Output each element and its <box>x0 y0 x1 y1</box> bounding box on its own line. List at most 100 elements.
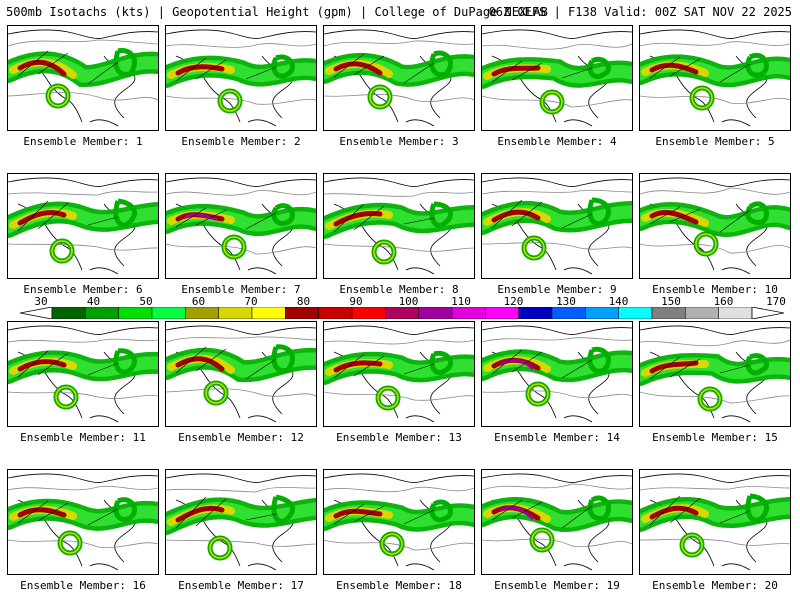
model-valid-time: 06Z GEFS | F138 Valid: 00Z SAT NOV 22 20… <box>488 5 792 19</box>
colorbar-tick-label: 150 <box>661 295 681 308</box>
ensemble-member-label: Ensemble Member: 19 <box>494 579 620 592</box>
ensemble-member-label: Ensemble Member: 3 <box>339 135 459 148</box>
ensemble-member-2-panel <box>165 25 317 131</box>
colorbar-segment <box>385 307 419 319</box>
jet-stream-map <box>640 325 790 423</box>
ensemble-member-label: Ensemble Member: 14 <box>494 431 620 444</box>
jet-stream-map <box>482 325 632 423</box>
ensemble-member-label: Ensemble Member: 4 <box>497 135 617 148</box>
colorbar-segment <box>718 307 753 319</box>
ensemble-member-label: Ensemble Member: 11 <box>20 431 146 444</box>
colorbar-segment <box>585 307 619 319</box>
ensemble-member-label: Ensemble Member: 16 <box>20 579 146 592</box>
colorbar-segment <box>618 307 653 319</box>
colorbar-tick-label: 80 <box>296 295 311 308</box>
ensemble-member-17-panel <box>165 469 317 575</box>
ensemble-member-18-panel <box>323 469 475 575</box>
colorbar-tick-label: 30 <box>34 295 48 308</box>
colorbar-tick-label: 170 <box>766 295 786 308</box>
jet-stream-map <box>324 473 474 571</box>
colorbar <box>20 307 784 319</box>
colorbar-tick-label: 60 <box>191 295 206 308</box>
jet-stream-map <box>482 29 632 127</box>
ensemble-member-13-panel <box>323 321 475 427</box>
ensemble-member-label: Ensemble Member: 8 <box>339 283 459 296</box>
ensemble-member-label: Ensemble Member: 15 <box>652 431 778 444</box>
colorbar-tick-label: 110 <box>451 295 471 308</box>
ensemble-member-7-panel <box>165 173 317 279</box>
title-bar: 500mb Isotachs (kts) | Geopotential Heig… <box>6 3 796 21</box>
ensemble-member-16-panel <box>7 469 159 575</box>
colorbar-segment <box>418 307 453 319</box>
jet-stream-map <box>640 473 790 571</box>
jet-stream-map <box>324 177 474 275</box>
jet-stream-map <box>8 325 158 423</box>
ensemble-member-5-panel <box>639 25 791 131</box>
ensemble-member-label: Ensemble Member: 9 <box>497 283 617 296</box>
colorbar-segment <box>685 307 719 319</box>
ensemble-member-15-panel <box>639 321 791 427</box>
jet-stream-map <box>8 473 158 571</box>
ensemble-member-14-panel <box>481 321 633 427</box>
colorbar-segment <box>518 307 553 319</box>
jet-stream-map <box>8 29 158 127</box>
ensemble-member-label: Ensemble Member: 18 <box>336 579 462 592</box>
jet-stream-map <box>324 325 474 423</box>
jet-stream-map <box>482 473 632 571</box>
jet-stream-map <box>166 177 316 275</box>
colorbar-segment <box>451 307 486 319</box>
ensemble-member-20-panel <box>639 469 791 575</box>
colorbar-high-arrow <box>751 307 784 319</box>
ensemble-member-label: Ensemble Member: 12 <box>178 431 304 444</box>
ensemble-member-label: Ensemble Member: 20 <box>652 579 778 592</box>
ensemble-member-19-panel <box>481 469 633 575</box>
colorbar-tick-label: 50 <box>139 295 153 308</box>
ensemble-member-4-panel <box>481 25 633 131</box>
colorbar-segment <box>51 307 86 319</box>
ensemble-member-12-panel <box>165 321 317 427</box>
jet-stream-map <box>324 29 474 127</box>
colorbar-low-arrow <box>20 307 53 319</box>
colorbar-tick-label: 160 <box>713 295 734 308</box>
colorbar-segment <box>485 307 519 319</box>
ensemble-member-label: Ensemble Member: 17 <box>178 579 304 592</box>
colorbar-tick-label: 100 <box>398 295 419 308</box>
ensemble-member-label: Ensemble Member: 6 <box>23 283 143 296</box>
colorbar-segment <box>351 307 386 319</box>
ensemble-member-label: Ensemble Member: 13 <box>336 431 462 444</box>
colorbar-segment <box>218 307 253 319</box>
ensemble-member-label: Ensemble Member: 1 <box>23 135 143 148</box>
colorbar-segment <box>651 307 686 319</box>
ensemble-member-9-panel <box>481 173 633 279</box>
ensemble-member-1-panel <box>7 25 159 131</box>
jet-stream-map <box>640 177 790 275</box>
colorbar-segment <box>85 307 119 319</box>
colorbar-tick-label: 70 <box>244 295 258 308</box>
ensemble-member-label: Ensemble Member: 10 <box>652 283 778 296</box>
colorbar-segment <box>185 307 219 319</box>
jet-stream-map <box>166 473 316 571</box>
jet-stream-map <box>8 177 158 275</box>
jet-stream-map <box>482 177 632 275</box>
ensemble-member-3-panel <box>323 25 475 131</box>
colorbar-tick-label: 40 <box>86 295 101 308</box>
colorbar-tick-label: 140 <box>608 295 629 308</box>
jet-stream-map <box>166 29 316 127</box>
colorbar-tick-label: 90 <box>349 295 363 308</box>
colorbar-segment <box>151 307 186 319</box>
colorbar-segment <box>318 307 353 319</box>
ensemble-member-label: Ensemble Member: 5 <box>655 135 775 148</box>
ensemble-member-8-panel <box>323 173 475 279</box>
colorbar-segment <box>118 307 153 319</box>
colorbar-segment <box>551 307 586 319</box>
product-title: 500mb Isotachs (kts) | Geopotential Heig… <box>6 5 548 19</box>
ensemble-member-11-panel <box>7 321 159 427</box>
colorbar-segment <box>251 307 286 319</box>
colorbar-tick-labels: 30 40 50 60 70 80 90 100 110 120 130 140 150 160 170 <box>0 296 800 308</box>
ensemble-member-10-panel <box>639 173 791 279</box>
colorbar-tick-label: 130 <box>556 295 576 308</box>
jet-stream-map <box>166 325 316 423</box>
colorbar-segment <box>285 307 319 319</box>
colorbar-tick-label: 120 <box>503 295 524 308</box>
ensemble-member-6-panel <box>7 173 159 279</box>
